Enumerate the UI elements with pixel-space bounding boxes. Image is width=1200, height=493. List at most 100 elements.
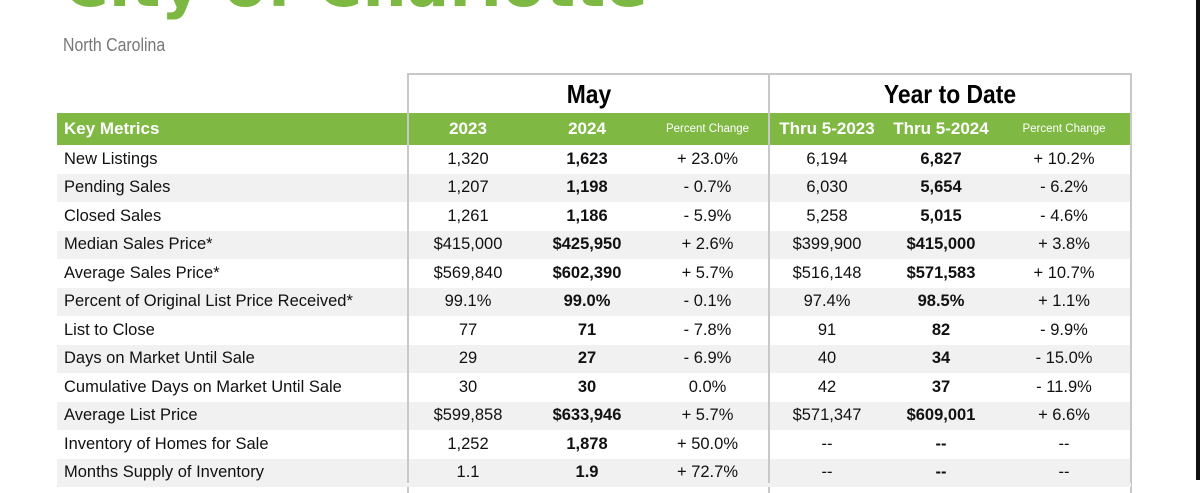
cell-ytd-2024: 82	[931, 320, 951, 339]
cell-ytd-2024: 5,015	[920, 206, 962, 225]
cell-ytd-percent-change: --	[1058, 434, 1070, 453]
cell-ytd-2024: 6,827	[920, 149, 962, 168]
cell-may-percent-change: + 5.7%	[646, 401, 769, 430]
cell-ytd-2023: $516,148	[792, 263, 862, 282]
cell-metric: Days on Market Until Sale	[57, 344, 408, 373]
cell-ytd-percent-change: - 11.9%	[1036, 377, 1092, 396]
cell-may-2024: 1,623	[566, 149, 608, 168]
page-subtitle: North Carolina	[63, 35, 166, 55]
cell-ytd-2024: $609,001	[885, 401, 997, 430]
table-row: Average Sales Price* $569,840 $602,390 + 5.…	[57, 259, 1131, 288]
cell-may-percent-change: - 6.9%	[646, 344, 769, 373]
cell-ytd-percent-change: - 6.2%	[997, 173, 1131, 202]
cell-may-2024: 1,186	[566, 206, 608, 225]
cell-ytd-2023: 42	[817, 377, 837, 396]
table-row: Median Sales Price* $415,000 $425,950 + 2.6…	[57, 230, 1131, 259]
cell-metric: List to Close	[64, 320, 155, 339]
cell-ytd-2023: 91	[817, 320, 837, 339]
cell-ytd-2023: 6,194	[806, 149, 848, 168]
table-row: Pending Sales 1,207 1,198- 0.7% 6,030 5,654-…	[57, 173, 1131, 202]
cell-may-percent-change: 0.0%	[688, 377, 727, 396]
cell-metric: Pending Sales	[57, 173, 408, 202]
cell-ytd-percent-change: - 9.9%	[1040, 320, 1088, 339]
cell-may-percent-change: - 0.7%	[646, 173, 769, 202]
column-header-thru-5-2024: Thru 5-2024	[885, 113, 997, 145]
cell-may-2024: 99.0%	[528, 287, 646, 316]
table-row: Closed Sales 1,261 1,186 - 5.9% 5,258 5,015 - …	[57, 202, 1131, 231]
cell-may-percent-change: + 5.7%	[681, 263, 734, 282]
cell-ytd-2024: --	[885, 458, 997, 487]
cell-may-percent-change: - 7.8%	[683, 320, 732, 339]
cell-ytd-percent-change: + 10.2%	[1033, 149, 1095, 168]
column-header-2024: 2024	[528, 113, 646, 145]
cell-may-2024: 1,198	[528, 173, 646, 202]
cell-ytd-2023: --	[821, 434, 833, 453]
ytd-divider	[768, 113, 770, 483]
column-header-ytd-percent-change: Percent Change	[997, 113, 1131, 145]
month-divider	[407, 113, 409, 483]
month-group-heading: May	[566, 79, 612, 109]
cell-ytd-2024: 37	[931, 377, 951, 396]
cell-may-2024: $633,946	[528, 401, 646, 430]
cell-ytd-percent-change: - 4.6%	[1040, 206, 1088, 225]
cell-may-2023: 1.1	[408, 458, 528, 487]
cell-may-2024: $602,390	[552, 263, 622, 282]
cell-metric: Cumulative Days on Market Until Sale	[64, 377, 342, 396]
cell-metric: Closed Sales	[64, 206, 162, 225]
cell-may-2024: 30	[577, 377, 597, 396]
cell-may-2023: $415,000	[408, 230, 528, 259]
cell-may-2023: 1,252	[447, 434, 489, 453]
cell-metric: Median Sales Price*	[57, 230, 408, 259]
cell-ytd-2023: --	[769, 458, 885, 487]
cell-may-percent-change: - 0.1%	[646, 287, 769, 316]
table-row: Inventory of Homes for Sale 1,252 1,878 + 5…	[57, 430, 1131, 459]
column-header-2023: 2023	[408, 113, 528, 145]
column-header-percent-change: Percent Change	[646, 113, 769, 145]
cell-metric: Inventory of Homes for Sale	[64, 434, 269, 453]
cell-metric: Average Sales Price*	[64, 263, 220, 282]
cell-may-percent-change: + 23.0%	[676, 149, 738, 168]
cell-may-percent-change: + 72.7%	[646, 458, 769, 487]
cell-ytd-2024: $571,583	[906, 263, 976, 282]
cell-ytd-2023: $571,347	[769, 401, 885, 430]
cell-ytd-2023: 40	[769, 344, 885, 373]
column-header-thru-5-2023: Thru 5-2023	[769, 113, 885, 145]
cell-may-percent-change: + 50.0%	[676, 434, 738, 453]
table-row: List to Close 77 71 - 7.8% 91 82 - 9.9%	[57, 316, 1131, 345]
table-row: Cumulative Days on Market Until Sale 30 30…	[57, 373, 1131, 402]
cell-may-2023: 30	[458, 377, 478, 396]
cell-may-2024: 1,878	[566, 434, 608, 453]
window-edge	[1196, 0, 1200, 480]
cell-may-2023: 77	[458, 320, 478, 339]
cell-ytd-percent-change: + 1.1%	[997, 287, 1131, 316]
table-row: Months Supply of Inventory 1.1 1.9 + 72.7% -…	[57, 458, 1131, 487]
cell-may-2024: 71	[577, 320, 597, 339]
cell-ytd-2024: 34	[885, 344, 997, 373]
cell-ytd-percent-change: + 3.8%	[997, 230, 1131, 259]
cell-may-2024: $425,950	[528, 230, 646, 259]
key-metrics-table: Key Metrics 2023 2024 Percent Change Thr…	[57, 113, 1131, 487]
cell-may-2023: 1,207	[408, 173, 528, 202]
table-row: Days on Market Until Sale 29 27- 6.9% 40 34-…	[57, 344, 1131, 373]
cell-may-2023: 1,261	[447, 206, 489, 225]
cell-metric: Average List Price	[57, 401, 408, 430]
page-title: City of Charlotte	[63, 0, 648, 21]
cell-ytd-2023: 97.4%	[769, 287, 885, 316]
cell-metric: New Listings	[64, 149, 158, 168]
cell-may-2023: 29	[408, 344, 528, 373]
cell-may-percent-change: - 5.9%	[683, 206, 732, 225]
table-row: New Listings 1,320 1,623 + 23.0% 6,194 6,827 +…	[57, 145, 1131, 174]
cell-ytd-2023: 5,258	[806, 206, 848, 225]
cell-may-2023: $599,858	[408, 401, 528, 430]
table-row: Average List Price $599,858 $633,946 + 5.7%…	[57, 401, 1131, 430]
table-right-border	[1130, 113, 1132, 483]
cell-ytd-2023: 6,030	[769, 173, 885, 202]
cell-may-2023: 99.1%	[408, 287, 528, 316]
cell-ytd-2023: $399,900	[769, 230, 885, 259]
table-row: Percent of Original List Price Received*…	[57, 287, 1131, 316]
cell-ytd-percent-change: + 10.7%	[1033, 263, 1095, 282]
cell-ytd-percent-change: + 6.6%	[997, 401, 1131, 430]
cell-ytd-percent-change: - 15.0%	[997, 344, 1131, 373]
cell-may-percent-change: + 2.6%	[646, 230, 769, 259]
cell-may-2024: 27	[528, 344, 646, 373]
